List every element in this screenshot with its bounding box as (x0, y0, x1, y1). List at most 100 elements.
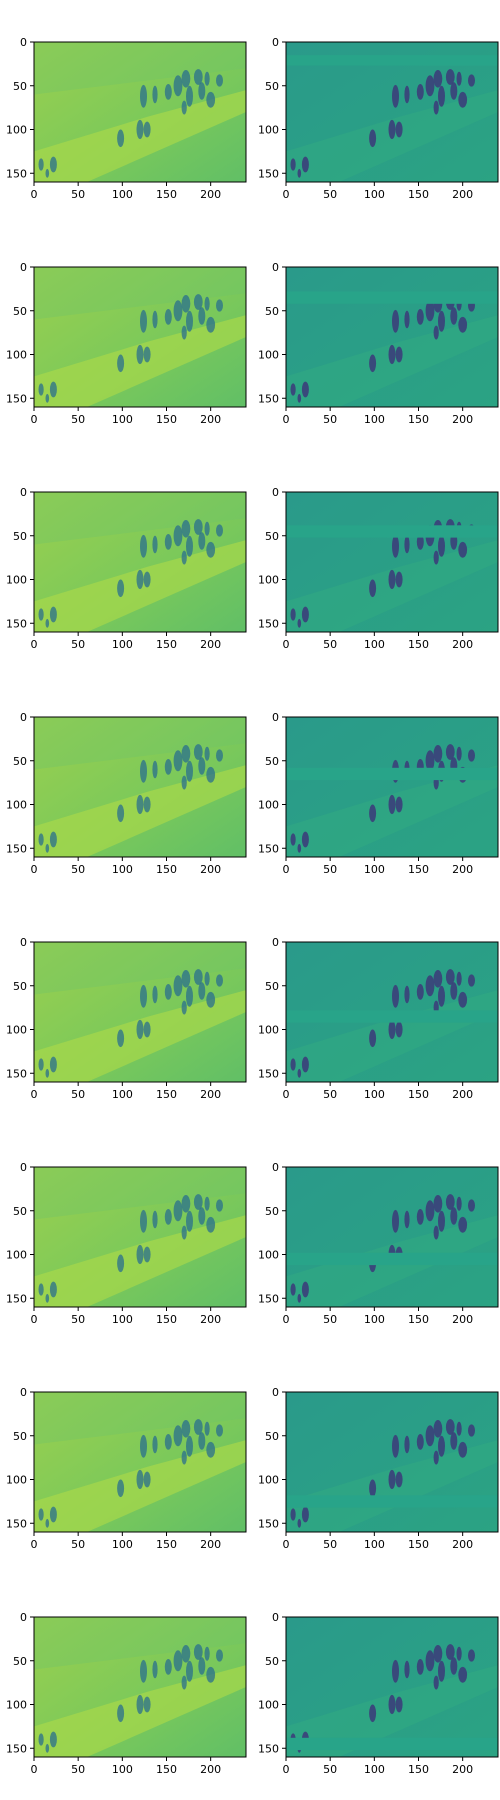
person-blob (181, 550, 187, 565)
y-tick-label: 50 (13, 980, 27, 993)
y-tick-label: 50 (265, 755, 279, 768)
x-tick-label: 0 (31, 638, 38, 651)
person-blob (404, 85, 410, 104)
person-blob (206, 766, 216, 783)
person-blob (143, 796, 151, 813)
x-tick-label: 0 (283, 863, 290, 876)
person-blob (395, 346, 403, 363)
person-blob (438, 1660, 445, 1682)
heatmap-image (286, 267, 498, 407)
person-blob (216, 749, 223, 762)
y-tick-label: 150 (6, 167, 27, 180)
person-blob (136, 344, 144, 365)
person-blob (216, 974, 223, 987)
person-blob (456, 71, 462, 86)
person-blob (38, 1058, 44, 1071)
person-blob (216, 74, 223, 87)
y-tick-label: 100 (6, 1699, 27, 1712)
y-tick-label: 100 (6, 1249, 27, 1262)
person-blob (433, 550, 439, 565)
heatmap-image (34, 1167, 246, 1307)
person-blob (198, 532, 206, 550)
x-tick-label: 0 (283, 1088, 290, 1101)
person-blob (416, 84, 424, 100)
masked-band (286, 55, 498, 66)
y-tick-label: 0 (272, 1161, 279, 1174)
person-blob (290, 158, 296, 171)
person-blob (404, 1660, 410, 1679)
x-tick-label: 150 (408, 413, 429, 426)
person-blob (438, 985, 445, 1007)
y-tick-label: 100 (6, 1024, 27, 1037)
person-blob (181, 745, 191, 763)
axes-frame (285, 1616, 499, 1758)
person-blob (392, 1209, 399, 1233)
x-tick-label: 100 (364, 1538, 385, 1551)
panel-r6-left: 0 50 100 150 200 0 50 100 150 (6, 1161, 247, 1326)
x-tick-label: 150 (156, 1088, 177, 1101)
y-tick-label: 50 (265, 1430, 279, 1443)
panel-r1-right: 0 50 100 150 200 0 50 100 150 (258, 36, 499, 201)
heatmap-image (286, 42, 498, 182)
person-blob (369, 1704, 377, 1723)
person-blob (206, 316, 216, 333)
axes-frame (285, 1391, 499, 1533)
person-blob (193, 294, 203, 310)
person-blob (193, 1194, 203, 1210)
x-tick-label: 150 (408, 1763, 429, 1776)
x-tick-label: 0 (31, 1538, 38, 1551)
person-blob (186, 985, 193, 1007)
x-tick-label: 50 (323, 1313, 337, 1326)
person-blob (388, 794, 396, 815)
person-blob (404, 310, 410, 329)
person-blob (181, 1420, 191, 1438)
y-tick-label: 100 (258, 349, 279, 362)
x-tick-label: 100 (364, 1313, 385, 1326)
person-blob (143, 571, 151, 588)
person-blob (369, 804, 377, 823)
heatmap-image (286, 1167, 498, 1307)
person-blob (450, 82, 458, 100)
person-blob (404, 535, 410, 554)
person-blob (290, 383, 296, 396)
person-blob (425, 300, 435, 322)
person-blob (164, 1659, 172, 1675)
person-blob (49, 1056, 57, 1073)
y-tick-label: 0 (272, 1386, 279, 1399)
person-blob (140, 759, 147, 783)
x-tick-label: 200 (452, 1763, 473, 1776)
x-tick-label: 0 (31, 1088, 38, 1101)
person-blob (198, 307, 206, 325)
x-tick-label: 100 (364, 1088, 385, 1101)
person-blob (164, 1434, 172, 1450)
x-tick-label: 50 (71, 1313, 85, 1326)
person-blob (38, 383, 44, 396)
axes-frame (285, 491, 499, 633)
person-blob (395, 796, 403, 813)
person-blob (136, 569, 144, 590)
person-blob (425, 975, 435, 997)
x-tick-label: 100 (364, 413, 385, 426)
panel-r5-left: 0 50 100 150 200 0 50 100 150 (6, 936, 247, 1101)
axes-frame (285, 266, 499, 408)
person-blob (49, 156, 57, 173)
heatmap-image (286, 1617, 498, 1757)
person-blob (140, 984, 147, 1008)
person-blob (290, 1283, 296, 1296)
y-tick-label: 150 (258, 167, 279, 180)
x-tick-label: 0 (31, 413, 38, 426)
person-blob (193, 1644, 203, 1660)
person-blob (193, 519, 203, 535)
person-blob (49, 381, 57, 398)
x-tick-label: 50 (323, 1763, 337, 1776)
person-blob (438, 1210, 445, 1232)
person-blob (425, 1425, 435, 1447)
x-tick-label: 50 (323, 1538, 337, 1551)
person-blob (140, 1209, 147, 1233)
person-blob (416, 1209, 424, 1225)
x-tick-label: 150 (156, 1313, 177, 1326)
x-tick-label: 100 (364, 1763, 385, 1776)
person-blob (290, 608, 296, 621)
y-tick-label: 150 (258, 392, 279, 405)
person-blob (206, 991, 216, 1008)
